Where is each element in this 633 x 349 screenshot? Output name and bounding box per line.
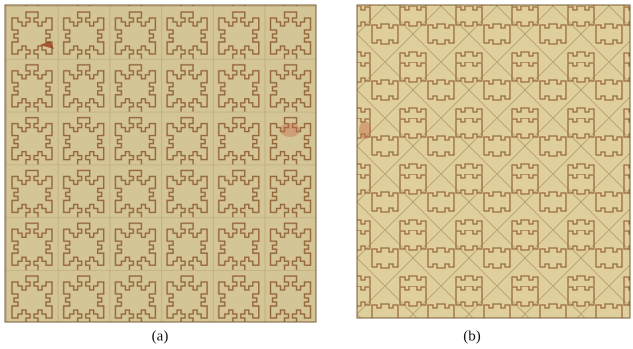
- stain: [280, 123, 300, 137]
- sample-photo-b: [357, 5, 630, 318]
- figure: (a) (b): [0, 0, 633, 349]
- caption: (b): [463, 328, 481, 344]
- panel-b: (b): [357, 5, 630, 344]
- stain: [359, 121, 371, 139]
- sample-photo-a: [5, 5, 316, 322]
- caption: (a): [152, 328, 169, 344]
- page: {"panels": [{"caption": "(a)"}, {"captio…: [0, 0, 633, 349]
- panel-a: (a): [5, 5, 316, 344]
